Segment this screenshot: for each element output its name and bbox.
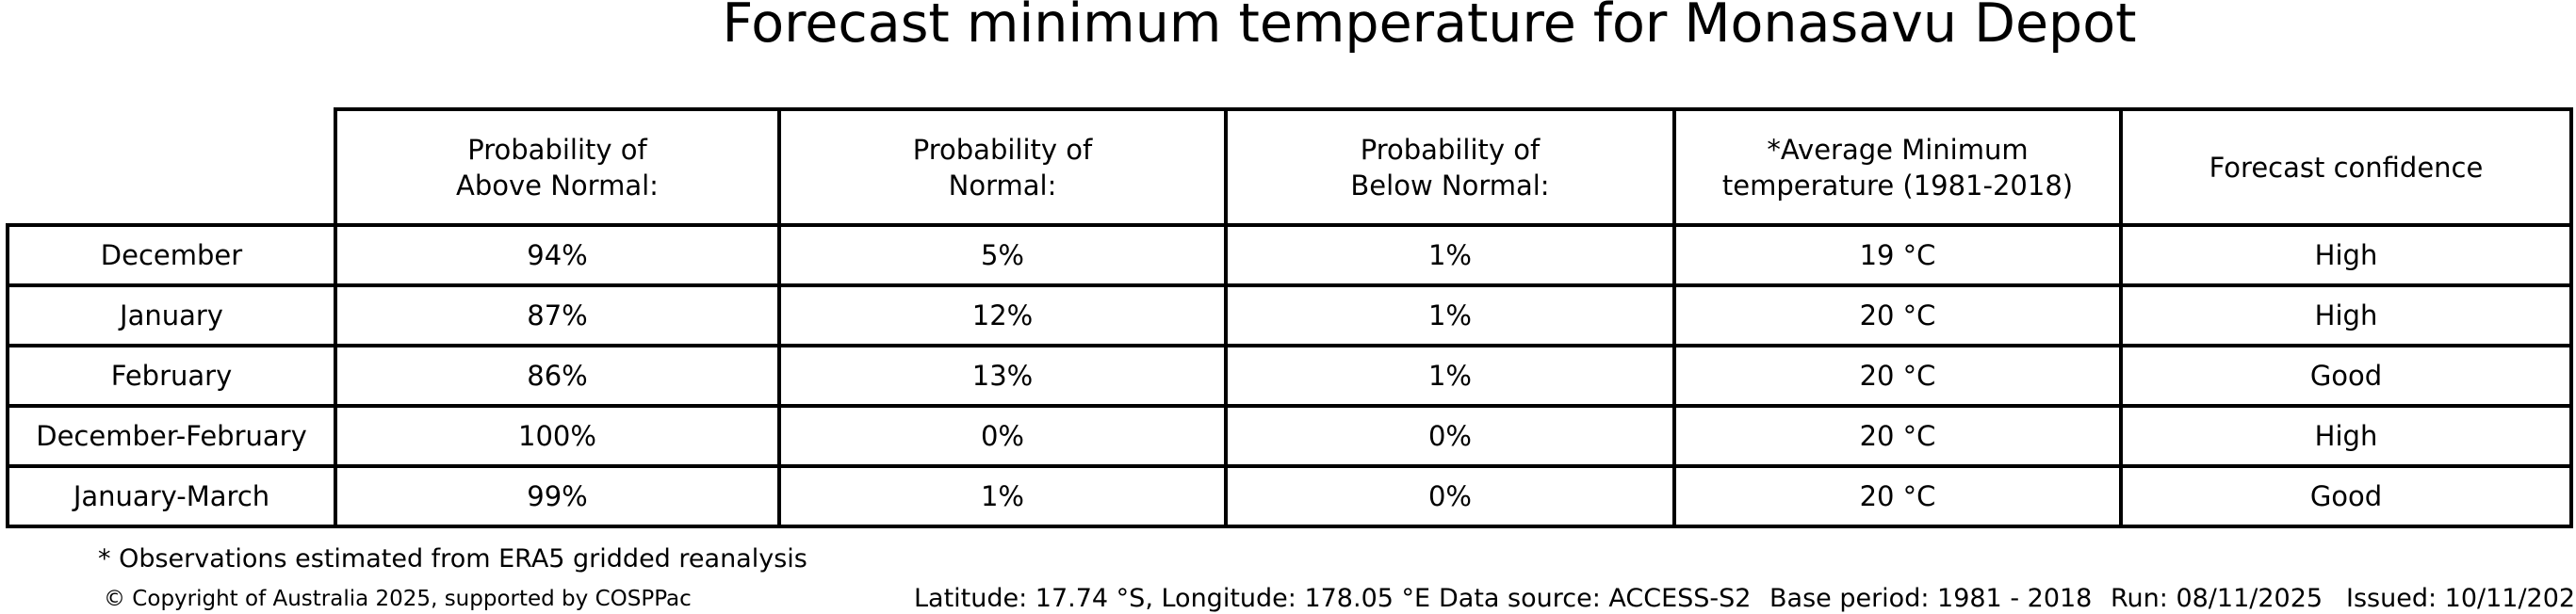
figure-title: Forecast minimum temperature for Monasav… <box>722 0 2137 55</box>
footnote: * Observations estimated from ERA5 gridd… <box>98 544 807 574</box>
row-label: December <box>6 223 337 287</box>
table-row-february: February 86% 13% 1% 20 °C Good <box>6 344 2573 408</box>
table-cell: 0% <box>1224 464 1676 528</box>
table-cell: 20 °C <box>1672 404 2123 468</box>
row-label: January-March <box>6 464 337 528</box>
table-cell: 87% <box>334 283 781 347</box>
table-row-december-february: December-February 100% 0% 0% 20 °C High <box>6 404 2573 468</box>
table-cell: 20 °C <box>1672 464 2123 528</box>
table-cell: 20 °C <box>1672 283 2123 347</box>
table-cell: 0% <box>1224 404 1676 468</box>
corner-blank-cell <box>8 109 335 225</box>
data-source-text: Data source: ACCESS-S2 <box>1439 584 1752 613</box>
column-header-below-normal: Probability of Below Normal: <box>1224 107 1676 227</box>
table-cell: 19 °C <box>1672 223 2123 287</box>
table-cell: Good <box>2119 344 2573 408</box>
run-date-text: Run: 08/11/2025 <box>2111 584 2323 613</box>
copyright-text: © Copyright of Australia 2025, supported… <box>104 587 692 611</box>
row-label: January <box>6 283 337 347</box>
table-cell: 20 °C <box>1672 344 2123 408</box>
table-header-row: Probability of Above Normal: Probability… <box>8 107 2573 227</box>
column-header-normal: Probability of Normal: <box>777 107 1228 227</box>
table-cell: 1% <box>1224 223 1676 287</box>
table-cell: 1% <box>1224 283 1676 347</box>
table-cell: High <box>2119 404 2573 468</box>
column-header-average-minimum: *Average Minimum temperature (1981-2018) <box>1672 107 2123 227</box>
table-row-january-march: January-March 99% 1% 0% 20 °C Good <box>6 464 2573 528</box>
table-cell: Good <box>2119 464 2573 528</box>
table-cell: 1% <box>777 464 1228 528</box>
table-cell: 1% <box>1224 344 1676 408</box>
table-cell: 86% <box>334 344 781 408</box>
table-cell: 99% <box>334 464 781 528</box>
table-cell: 5% <box>777 223 1228 287</box>
table-row-january: January 87% 12% 1% 20 °C High <box>6 283 2573 347</box>
base-period-text: Base period: 1981 - 2018 <box>1769 584 2093 613</box>
row-label: December-February <box>6 404 337 468</box>
table-row-december: December 94% 5% 1% 19 °C High <box>6 223 2573 287</box>
forecast-table: Probability of Above Normal: Probability… <box>6 107 2573 528</box>
location-text: Latitude: 17.74 °S, Longitude: 178.05 °E <box>914 584 1431 613</box>
row-label: February <box>6 344 337 408</box>
table-cell: 12% <box>777 283 1228 347</box>
table-cell: High <box>2119 223 2573 287</box>
table-cell: 13% <box>777 344 1228 408</box>
table-cell: 0% <box>777 404 1228 468</box>
issued-date-text: Issued: 10/11/2025 <box>2346 584 2576 613</box>
table-cell: 100% <box>334 404 781 468</box>
table-cell: High <box>2119 283 2573 347</box>
column-header-above-normal: Probability of Above Normal: <box>334 107 781 227</box>
table-cell: 94% <box>334 223 781 287</box>
column-header-forecast-confidence: Forecast confidence <box>2119 107 2573 227</box>
